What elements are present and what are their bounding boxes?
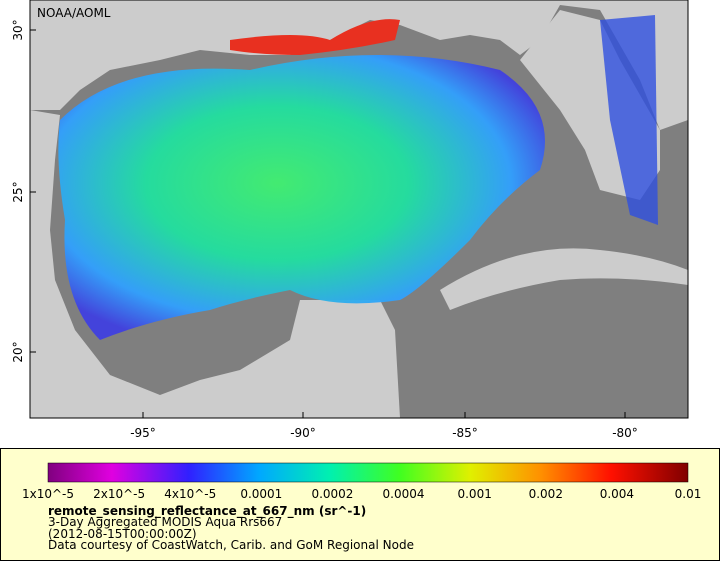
axes: 30° 25° 20° -95° -90° -85° -80° <box>11 19 638 440</box>
reflectance-field <box>58 55 545 340</box>
colorbar-label: 4x10^-5 <box>164 487 216 501</box>
cuba <box>440 248 688 310</box>
lat-label: 30° <box>11 19 25 40</box>
colorbar-label: 0.01 <box>675 487 702 501</box>
lon-label: -80° <box>612 426 638 440</box>
colorbar-label: 0.002 <box>529 487 563 501</box>
colorbar-label: 2x10^-5 <box>93 487 145 501</box>
legend-line: (2012-08-15T00:00:00Z) <box>48 527 197 541</box>
colorbar-label: 1x10^-5 <box>22 487 74 501</box>
mexico <box>30 110 400 418</box>
legend: 1x10^-5 2x10^-5 4x10^-5 0.0001 0.0002 0.0004 0… <box>0 448 720 561</box>
lon-label: -85° <box>452 426 478 440</box>
reflectance-coastal <box>230 19 400 55</box>
colorbar-label: 0.001 <box>457 487 491 501</box>
map-frame <box>29 0 689 419</box>
lon-label: -90° <box>290 426 316 440</box>
land-north <box>30 0 688 130</box>
colorbar <box>47 462 689 483</box>
colorbar-labels: 1x10^-5 2x10^-5 4x10^-5 0.0001 0.0002 0.0004 0… <box>22 487 701 501</box>
credit: NOAA/AOML <box>37 6 111 20</box>
lon-label: -95° <box>130 426 156 440</box>
colorbar-label: 0.0002 <box>311 487 353 501</box>
colorbar-label: 0.004 <box>600 487 634 501</box>
reflectance-atlantic <box>600 15 658 225</box>
colorbar-label: 0.0004 <box>383 487 425 501</box>
lat-label: 25° <box>11 181 25 202</box>
legend-line: Data courtesy of CoastWatch, Carib. and … <box>48 538 414 552</box>
credit-bg <box>33 3 111 22</box>
legend-line: 3-Day Aggregated MODIS Aqua Rrs667 <box>48 515 282 529</box>
legend-title: remote_sensing_reflectance_at_667_nm (sr… <box>48 504 366 519</box>
colorbar-label: 0.0001 <box>240 487 282 501</box>
map: NOAA/AOML <box>29 0 689 419</box>
lat-label: 20° <box>11 341 25 362</box>
